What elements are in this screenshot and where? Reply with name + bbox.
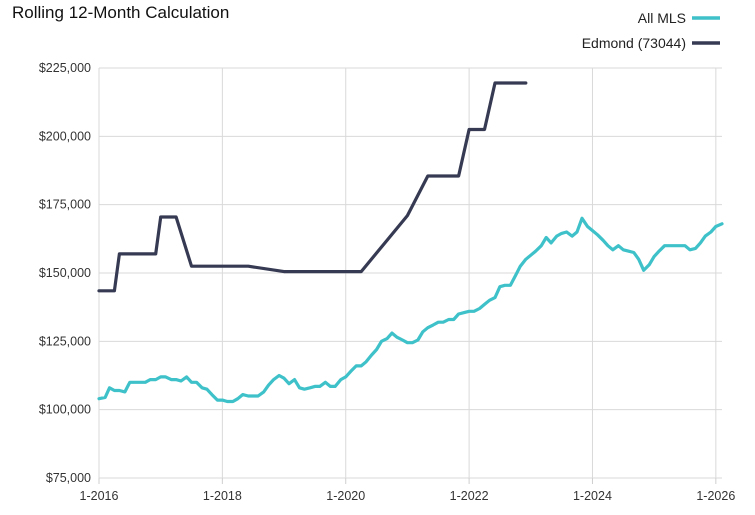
x-tick-label: 1-2018 [203, 489, 242, 503]
legend-label-edmond: Edmond (73044) [582, 35, 686, 51]
series-line-edmond [97, 81, 528, 293]
x-tick-label: 1-2020 [326, 489, 365, 503]
y-tick-label: $100,000 [39, 403, 91, 417]
y-tick-label: $150,000 [39, 266, 91, 280]
y-tick-label: $225,000 [39, 61, 91, 75]
y-tick-label: $125,000 [39, 334, 91, 348]
series-line-all-mls [97, 216, 724, 404]
gridlines [98, 67, 722, 479]
x-tick-label: 1-2026 [696, 489, 735, 503]
y-tick-label: $200,000 [39, 129, 91, 143]
legend-label-all-mls: All MLS [638, 10, 686, 26]
x-tick-label: 1-2022 [450, 489, 489, 503]
x-tick-label: 1-2024 [573, 489, 612, 503]
legend: All MLS Edmond (73044) [582, 10, 720, 51]
axes: $75,000 $100,000 $125,000 $150,000 $175,000 $… [39, 61, 735, 503]
chart-title: Rolling 12-Month Calculation [12, 3, 229, 22]
x-tick-label: 1-2016 [80, 489, 119, 503]
series-lines [97, 81, 724, 404]
y-tick-label: $75,000 [46, 471, 91, 485]
y-tick-label: $175,000 [39, 198, 91, 212]
